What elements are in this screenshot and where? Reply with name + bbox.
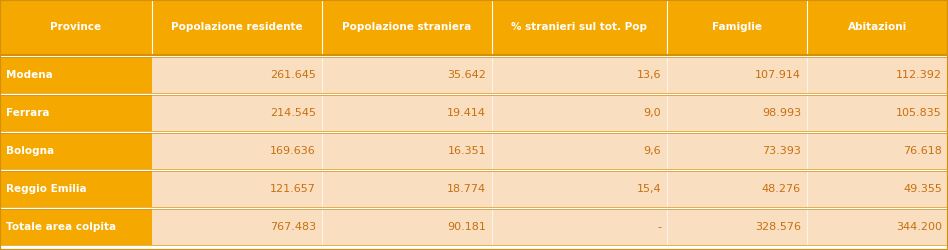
Text: 767.483: 767.483 <box>270 222 316 232</box>
Bar <box>322 209 492 245</box>
Text: 169.636: 169.636 <box>270 146 316 156</box>
Bar <box>667 57 807 93</box>
Bar <box>667 209 807 245</box>
Text: Ferrara: Ferrara <box>6 108 49 118</box>
Text: 48.276: 48.276 <box>762 184 801 194</box>
Text: Abitazioni: Abitazioni <box>848 22 907 32</box>
Text: 15,4: 15,4 <box>636 184 661 194</box>
Text: 328.576: 328.576 <box>755 222 801 232</box>
Text: 49.355: 49.355 <box>903 184 942 194</box>
Text: Reggio Emilia: Reggio Emilia <box>6 184 86 194</box>
Text: 9,0: 9,0 <box>644 108 661 118</box>
Bar <box>322 57 492 93</box>
Text: % stranieri sul tot. Pop: % stranieri sul tot. Pop <box>512 22 647 32</box>
Bar <box>492 95 667 131</box>
Bar <box>152 171 322 207</box>
Text: 214.545: 214.545 <box>270 108 316 118</box>
Bar <box>0 0 152 55</box>
Bar <box>322 95 492 131</box>
Bar <box>667 133 807 169</box>
Bar <box>492 0 667 55</box>
Text: 90.181: 90.181 <box>447 222 486 232</box>
Text: 16.351: 16.351 <box>447 146 486 156</box>
Bar <box>492 209 667 245</box>
Bar <box>152 133 322 169</box>
Text: 105.835: 105.835 <box>896 108 942 118</box>
Bar <box>152 95 322 131</box>
Text: -: - <box>657 222 661 232</box>
Bar <box>492 57 667 93</box>
Bar <box>152 0 322 55</box>
Bar <box>807 57 948 93</box>
Text: 18.774: 18.774 <box>447 184 486 194</box>
Text: 9,6: 9,6 <box>644 146 661 156</box>
Text: 13,6: 13,6 <box>636 70 661 80</box>
Text: Popolazione straniera: Popolazione straniera <box>342 22 471 32</box>
Text: 76.618: 76.618 <box>903 146 942 156</box>
Bar <box>152 209 322 245</box>
Text: 19.414: 19.414 <box>447 108 486 118</box>
Bar <box>0 209 152 245</box>
Bar <box>322 171 492 207</box>
Bar <box>322 0 492 55</box>
Text: Famiglie: Famiglie <box>712 22 762 32</box>
Text: 121.657: 121.657 <box>270 184 316 194</box>
Bar <box>322 133 492 169</box>
Text: Popolazione residente: Popolazione residente <box>172 22 302 32</box>
Bar <box>492 171 667 207</box>
Text: Totale area colpita: Totale area colpita <box>6 222 116 232</box>
Bar <box>807 209 948 245</box>
Bar <box>807 171 948 207</box>
Bar <box>667 0 807 55</box>
Text: Bologna: Bologna <box>6 146 54 156</box>
Text: 98.993: 98.993 <box>762 108 801 118</box>
Bar <box>807 95 948 131</box>
Bar <box>807 133 948 169</box>
Bar <box>667 171 807 207</box>
Text: 73.393: 73.393 <box>762 146 801 156</box>
Bar <box>0 57 152 93</box>
Bar <box>0 95 152 131</box>
Bar <box>492 133 667 169</box>
Bar <box>807 0 948 55</box>
Bar <box>0 133 152 169</box>
Bar <box>667 95 807 131</box>
Text: Province: Province <box>50 22 101 32</box>
Bar <box>152 57 322 93</box>
Text: 112.392: 112.392 <box>896 70 942 80</box>
Text: 107.914: 107.914 <box>755 70 801 80</box>
Text: 35.642: 35.642 <box>447 70 486 80</box>
Bar <box>0 171 152 207</box>
Text: 344.200: 344.200 <box>896 222 942 232</box>
Text: Modena: Modena <box>6 70 53 80</box>
Text: 261.645: 261.645 <box>270 70 316 80</box>
